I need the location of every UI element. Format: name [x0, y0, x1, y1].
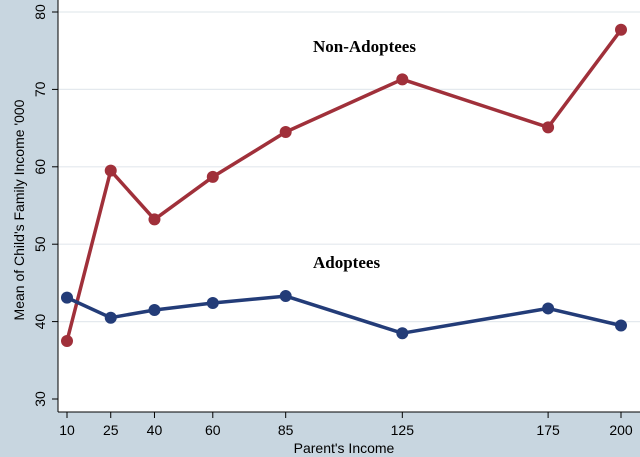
y-tick-label: 80 — [32, 4, 48, 20]
x-tick-label: 10 — [59, 422, 75, 438]
x-tick-label: 175 — [536, 422, 560, 438]
data-point-non-adoptees — [206, 170, 219, 183]
series-label-non-adoptees: Non-Adoptees — [313, 37, 416, 56]
y-axis-title: Mean of Child's Family Income '000 — [11, 99, 27, 320]
data-point-non-adoptees — [279, 125, 292, 138]
data-point-adoptees — [104, 311, 117, 324]
x-axis-title: Parent's Income — [294, 440, 395, 456]
y-tick-label: 30 — [32, 391, 48, 407]
data-point-non-adoptees — [396, 73, 409, 86]
x-tick-label: 60 — [205, 422, 221, 438]
data-point-non-adoptees — [542, 121, 555, 134]
data-point-non-adoptees — [615, 23, 627, 36]
y-tick-label: 50 — [32, 236, 48, 252]
x-tick-label: 85 — [278, 422, 294, 438]
plot-area — [58, 0, 640, 412]
data-point-non-adoptees — [61, 334, 73, 347]
x-tick-label: 25 — [103, 422, 119, 438]
y-tick-label: 70 — [32, 81, 48, 97]
y-axis-ticks: 30 40 50 60 70 80 — [32, 4, 58, 407]
x-tick-label: 40 — [147, 422, 163, 438]
data-point-adoptees — [542, 302, 555, 315]
y-tick-label: 40 — [32, 314, 48, 330]
data-point-adoptees — [61, 291, 73, 304]
data-point-non-adoptees — [104, 164, 117, 177]
data-point-adoptees — [396, 327, 409, 340]
series-line-non-adoptees — [65, 28, 623, 342]
series-label-adoptees: Adoptees — [313, 253, 380, 272]
data-point-adoptees — [615, 319, 627, 332]
x-tick-label: 200 — [609, 422, 633, 438]
x-tick-label: 125 — [391, 422, 415, 438]
data-point-non-adoptees — [148, 213, 161, 226]
x-axis-ticks: 10 25 40 60 85 125 175 200 — [59, 412, 633, 438]
grid-lines — [58, 11, 640, 323]
series-line-adoptees — [66, 294, 622, 335]
data-point-adoptees — [279, 290, 292, 303]
data-point-adoptees — [148, 303, 161, 316]
y-tick-label: 60 — [32, 159, 48, 175]
series-group — [61, 23, 627, 347]
data-point-adoptees — [206, 297, 219, 310]
